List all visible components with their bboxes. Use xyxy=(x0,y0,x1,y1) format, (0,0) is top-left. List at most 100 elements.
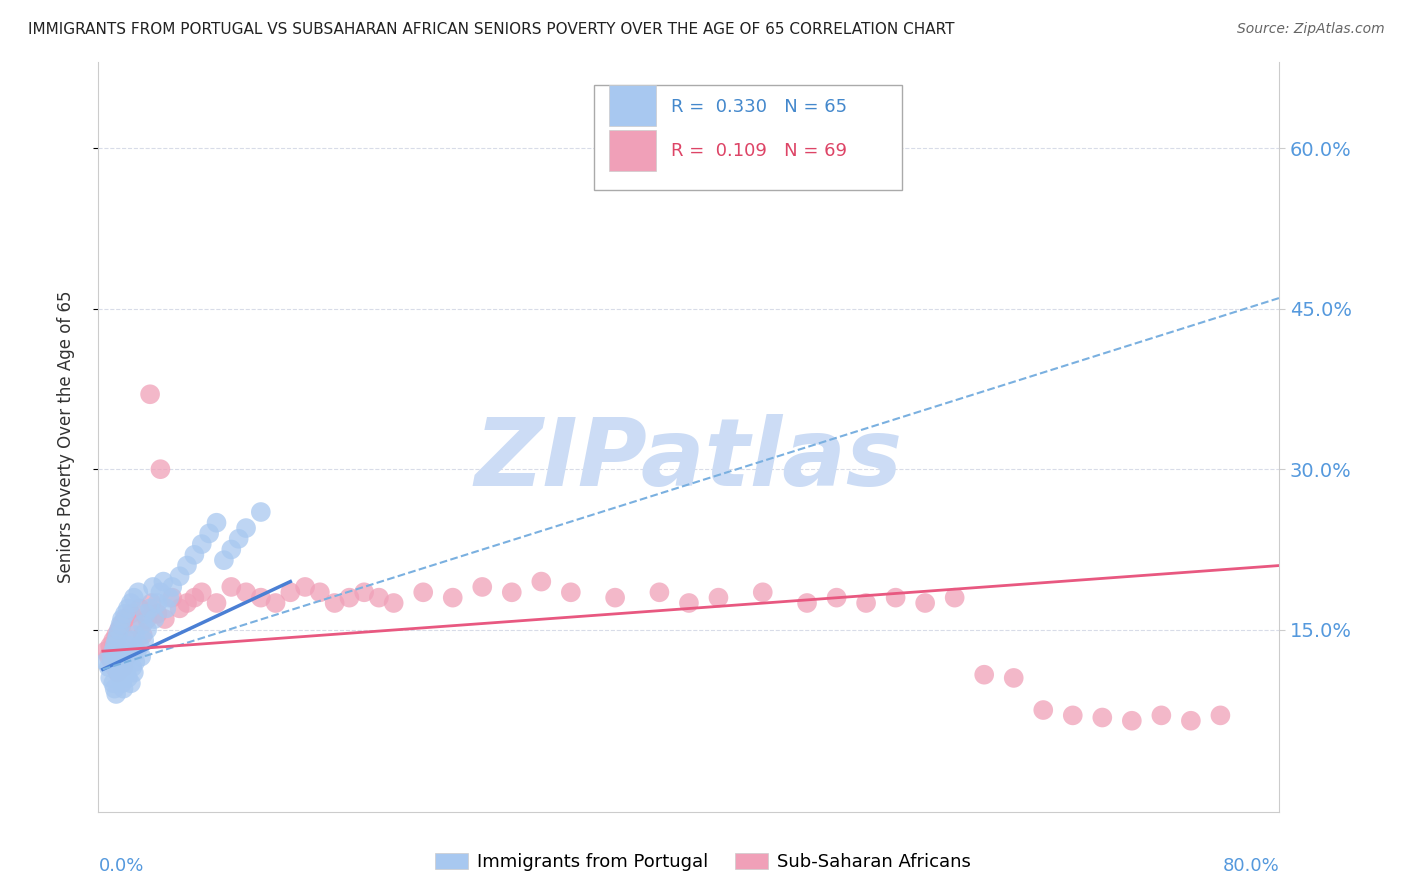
Point xyxy=(157,591,180,605)
Point xyxy=(560,585,582,599)
Point xyxy=(146,596,169,610)
Point xyxy=(114,660,136,674)
Point xyxy=(94,655,117,669)
Point xyxy=(115,665,138,680)
Point xyxy=(120,676,142,690)
FancyBboxPatch shape xyxy=(595,85,901,190)
Point xyxy=(212,553,235,567)
Point xyxy=(1150,708,1173,723)
Point xyxy=(120,596,142,610)
Point xyxy=(134,633,156,648)
Point xyxy=(235,521,257,535)
Text: R =  0.330   N = 65: R = 0.330 N = 65 xyxy=(671,98,848,116)
Point xyxy=(221,580,243,594)
Point xyxy=(530,574,553,589)
FancyBboxPatch shape xyxy=(609,130,655,171)
Y-axis label: Seniors Poverty Over the Age of 65: Seniors Poverty Over the Age of 65 xyxy=(56,291,75,583)
Point xyxy=(250,505,273,519)
Point xyxy=(141,596,163,610)
Point xyxy=(115,644,138,658)
Point xyxy=(98,671,121,685)
Point xyxy=(169,569,191,583)
Point xyxy=(228,532,250,546)
Point xyxy=(107,628,129,642)
Point xyxy=(108,623,131,637)
Point xyxy=(100,655,122,669)
Point xyxy=(153,612,176,626)
Point xyxy=(678,596,700,610)
Point xyxy=(122,591,145,605)
Point xyxy=(368,591,391,605)
Text: 80.0%: 80.0% xyxy=(1223,856,1279,875)
Point xyxy=(132,617,155,632)
Text: Source: ZipAtlas.com: Source: ZipAtlas.com xyxy=(1237,22,1385,37)
Point xyxy=(169,601,191,615)
Point xyxy=(176,596,198,610)
Point xyxy=(382,596,405,610)
Legend: Immigrants from Portugal, Sub-Saharan Africans: Immigrants from Portugal, Sub-Saharan Af… xyxy=(429,846,977,879)
Point xyxy=(139,387,162,401)
Point xyxy=(471,580,494,594)
Point xyxy=(943,591,966,605)
Point xyxy=(110,671,132,685)
Point xyxy=(501,585,523,599)
Point xyxy=(127,585,149,599)
Point xyxy=(155,601,177,615)
Point xyxy=(855,596,877,610)
Point xyxy=(128,639,150,653)
Point xyxy=(973,667,995,681)
Point xyxy=(94,644,117,658)
Point xyxy=(205,516,228,530)
Point xyxy=(139,601,162,615)
Point xyxy=(183,548,205,562)
Point xyxy=(707,591,730,605)
Point xyxy=(104,660,127,674)
Point xyxy=(97,649,120,664)
Point xyxy=(117,633,139,648)
Point xyxy=(114,607,136,621)
Point xyxy=(1002,671,1025,685)
Point xyxy=(110,617,132,632)
Point xyxy=(103,676,125,690)
Point xyxy=(1062,708,1084,723)
Text: 0.0%: 0.0% xyxy=(98,856,143,875)
Point xyxy=(118,639,141,653)
FancyBboxPatch shape xyxy=(609,85,655,126)
Point xyxy=(339,591,361,605)
Point xyxy=(111,612,134,626)
Point xyxy=(884,591,907,605)
Text: ZIPatlas: ZIPatlas xyxy=(475,414,903,506)
Point xyxy=(124,617,146,632)
Point xyxy=(1032,703,1054,717)
Point xyxy=(103,633,125,648)
Point xyxy=(914,596,936,610)
Point xyxy=(294,580,316,594)
Point xyxy=(136,612,159,626)
Point xyxy=(441,591,464,605)
Point xyxy=(280,585,302,599)
Point xyxy=(796,596,818,610)
Point xyxy=(120,607,142,621)
Point xyxy=(100,649,122,664)
Point xyxy=(135,607,157,621)
Point xyxy=(323,596,346,610)
Point xyxy=(128,601,150,615)
Point xyxy=(108,665,131,680)
Point xyxy=(149,462,172,476)
Point xyxy=(121,660,143,674)
Point xyxy=(98,639,121,653)
Text: R =  0.109   N = 69: R = 0.109 N = 69 xyxy=(671,142,848,160)
Point xyxy=(1121,714,1143,728)
Point xyxy=(136,623,159,637)
Point xyxy=(205,596,228,610)
Point xyxy=(104,681,127,696)
Point xyxy=(115,649,138,664)
Point xyxy=(198,526,221,541)
Point xyxy=(103,644,125,658)
Point xyxy=(162,591,183,605)
Point xyxy=(142,580,165,594)
Point xyxy=(152,574,174,589)
Point xyxy=(353,585,375,599)
Point xyxy=(250,591,273,605)
Text: IMMIGRANTS FROM PORTUGAL VS SUBSAHARAN AFRICAN SENIORS POVERTY OVER THE AGE OF 6: IMMIGRANTS FROM PORTUGAL VS SUBSAHARAN A… xyxy=(28,22,955,37)
